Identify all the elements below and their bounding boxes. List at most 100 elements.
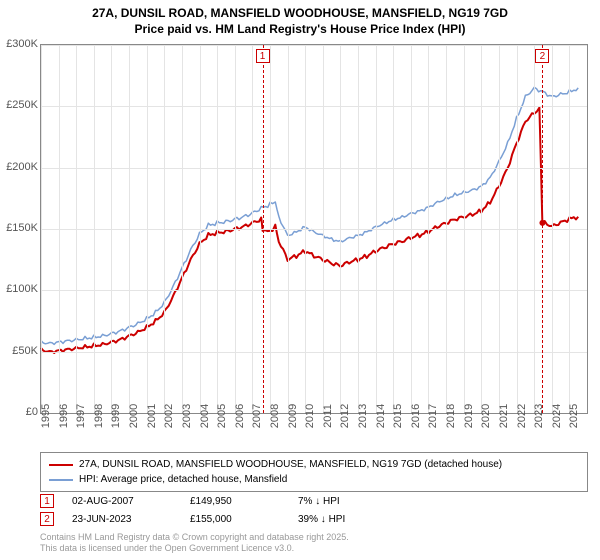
gridline-h <box>41 290 587 291</box>
gridline-v <box>111 45 112 413</box>
gridline-h <box>41 106 587 107</box>
plot-area: 12 <box>40 44 588 414</box>
x-tick-label: 1999 <box>110 404 122 428</box>
y-tick-label: £200K <box>6 161 38 173</box>
transaction-price: £149,950 <box>190 496 280 507</box>
transaction-date: 02-AUG-2007 <box>72 496 172 507</box>
x-tick-label: 2023 <box>533 404 545 428</box>
gridline-v <box>464 45 465 413</box>
x-tick-label: 2009 <box>287 404 299 428</box>
gridline-v <box>376 45 377 413</box>
transactions-table: 1 02-AUG-2007 £149,950 7% ↓ HPI 2 23-JUN… <box>40 492 588 528</box>
y-tick-label: £250K <box>6 99 38 111</box>
transaction-diff: 39% ↓ HPI <box>298 514 388 525</box>
y-tick-label: £0 <box>26 406 38 418</box>
gridline-v <box>235 45 236 413</box>
transaction-price: £155,000 <box>190 514 280 525</box>
x-tick-label: 1998 <box>93 404 105 428</box>
gridline-v <box>41 45 42 413</box>
x-tick-label: 2025 <box>568 404 580 428</box>
x-tick-label: 2010 <box>304 404 316 428</box>
y-tick-label: £100K <box>6 283 38 295</box>
x-tick-label: 1995 <box>40 404 52 428</box>
transaction-marker-icon: 1 <box>40 494 54 508</box>
gridline-v <box>200 45 201 413</box>
gridline-v <box>499 45 500 413</box>
x-tick-label: 2011 <box>322 404 334 428</box>
gridline-v <box>217 45 218 413</box>
gridline-v <box>164 45 165 413</box>
x-tick-label: 2012 <box>339 404 351 428</box>
transaction-row: 1 02-AUG-2007 £149,950 7% ↓ HPI <box>40 492 588 510</box>
x-tick-label: 2013 <box>357 404 369 428</box>
y-tick-label: £300K <box>6 38 38 50</box>
gridline-v <box>393 45 394 413</box>
footnote-line-1: Contains HM Land Registry data © Crown c… <box>40 532 349 543</box>
x-tick-label: 2020 <box>480 404 492 428</box>
legend-swatch <box>49 464 73 466</box>
gridline-h <box>41 352 587 353</box>
footnote: Contains HM Land Registry data © Crown c… <box>40 532 349 554</box>
x-tick-label: 2008 <box>269 404 281 428</box>
x-tick-label: 2003 <box>181 404 193 428</box>
gridline-h <box>41 168 587 169</box>
transaction-marker-box: 1 <box>256 49 270 63</box>
transaction-row: 2 23-JUN-2023 £155,000 39% ↓ HPI <box>40 510 588 528</box>
gridline-v <box>182 45 183 413</box>
gridline-v <box>129 45 130 413</box>
transaction-marker-line <box>263 45 264 413</box>
x-tick-label: 1996 <box>58 404 70 428</box>
legend-item-price-paid: 27A, DUNSIL ROAD, MANSFIELD WOODHOUSE, M… <box>49 457 579 472</box>
x-tick-label: 2004 <box>199 404 211 428</box>
x-tick-label: 2014 <box>375 404 387 428</box>
chart-title: 27A, DUNSIL ROAD, MANSFIELD WOODHOUSE, M… <box>0 0 600 41</box>
gridline-v <box>411 45 412 413</box>
legend-label: HPI: Average price, detached house, Mans… <box>79 472 287 487</box>
gridline-v <box>569 45 570 413</box>
gridline-v <box>305 45 306 413</box>
x-tick-label: 1997 <box>75 404 87 428</box>
y-tick-label: £50K <box>12 345 38 357</box>
title-line-1: 27A, DUNSIL ROAD, MANSFIELD WOODHOUSE, M… <box>0 6 600 22</box>
transaction-diff: 7% ↓ HPI <box>298 496 388 507</box>
x-tick-label: 2015 <box>392 404 404 428</box>
x-tick-label: 2001 <box>146 404 158 428</box>
x-tick-label: 2002 <box>163 404 175 428</box>
gridline-v <box>94 45 95 413</box>
x-tick-label: 2005 <box>216 404 228 428</box>
legend-item-hpi: HPI: Average price, detached house, Mans… <box>49 472 579 487</box>
chart-container: 27A, DUNSIL ROAD, MANSFIELD WOODHOUSE, M… <box>0 0 600 560</box>
series-hpi <box>41 87 578 344</box>
gridline-v <box>147 45 148 413</box>
gridline-v <box>358 45 359 413</box>
title-line-2: Price paid vs. HM Land Registry's House … <box>0 22 600 38</box>
transaction-date: 23-JUN-2023 <box>72 514 172 525</box>
gridline-h <box>41 229 587 230</box>
gridline-v <box>59 45 60 413</box>
x-tick-label: 2017 <box>427 404 439 428</box>
x-tick-label: 2024 <box>551 404 563 428</box>
x-tick-label: 2019 <box>463 404 475 428</box>
x-tick-label: 2022 <box>516 404 528 428</box>
x-tick-label: 2016 <box>410 404 422 428</box>
transaction-marker-icon: 2 <box>40 512 54 526</box>
gridline-v <box>517 45 518 413</box>
x-tick-label: 2000 <box>128 404 140 428</box>
gridline-v <box>288 45 289 413</box>
gridline-v <box>323 45 324 413</box>
transaction-marker-line <box>542 45 543 413</box>
x-tick-label: 2007 <box>251 404 263 428</box>
x-tick-label: 2006 <box>234 404 246 428</box>
y-tick-label: £150K <box>6 222 38 234</box>
gridline-v <box>76 45 77 413</box>
gridline-v <box>252 45 253 413</box>
gridline-v <box>534 45 535 413</box>
gridline-v <box>340 45 341 413</box>
legend: 27A, DUNSIL ROAD, MANSFIELD WOODHOUSE, M… <box>40 452 588 492</box>
x-tick-label: 2021 <box>498 404 510 428</box>
gridline-v <box>552 45 553 413</box>
gridline-v <box>481 45 482 413</box>
gridline-v <box>270 45 271 413</box>
gridline-v <box>446 45 447 413</box>
transaction-marker-box: 2 <box>535 49 549 63</box>
